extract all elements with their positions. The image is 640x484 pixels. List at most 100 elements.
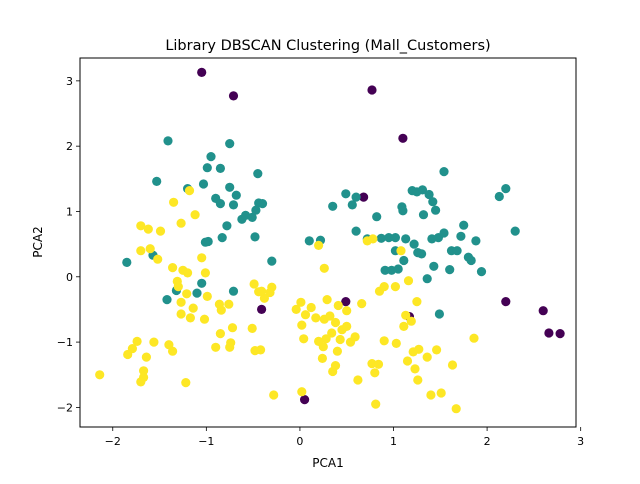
- data-point-cluster-2-55: [291, 304, 301, 314]
- data-point-cluster-2-45: [141, 352, 151, 362]
- data-point-cluster-2-53: [149, 337, 159, 347]
- data-point-cluster-1-42: [376, 233, 386, 243]
- data-point-cluster-2-44: [132, 336, 142, 346]
- data-point-cluster-0-5: [257, 304, 267, 314]
- data-point-cluster-0-3: [398, 133, 408, 143]
- data-point-cluster-2-49: [95, 370, 105, 380]
- data-point-cluster-1-12: [215, 199, 225, 209]
- data-point-cluster-2-86: [373, 359, 384, 369]
- data-point-cluster-1-59: [417, 249, 427, 259]
- data-point-cluster-1-70: [452, 246, 462, 256]
- data-point-cluster-2-99: [406, 316, 416, 326]
- x-tick-label: −1: [198, 435, 214, 448]
- data-point-cluster-1-76: [459, 220, 469, 230]
- data-point-cluster-2-1: [143, 224, 153, 234]
- data-point-cluster-1-2: [152, 176, 162, 186]
- y-tick-label: 2: [66, 140, 73, 153]
- x-tick-label: 0: [296, 435, 303, 448]
- data-point-cluster-1-81: [422, 274, 432, 284]
- data-point-cluster-1-18: [247, 212, 257, 222]
- data-point-cluster-1-39: [351, 226, 361, 236]
- data-point-cluster-2-12: [183, 268, 193, 278]
- data-point-cluster-2-85: [379, 336, 389, 346]
- y-tick-label: 3: [66, 75, 73, 88]
- data-point-cluster-1-33: [304, 236, 314, 246]
- data-point-cluster-1-32: [228, 286, 239, 296]
- data-point-cluster-2-16: [173, 282, 183, 292]
- x-tick-label: −2: [105, 435, 121, 448]
- data-point-cluster-2-62: [325, 311, 335, 321]
- data-point-cluster-1-72: [466, 255, 476, 266]
- x-tick-label: 2: [484, 435, 491, 448]
- data-point-cluster-2-17: [182, 289, 192, 299]
- data-point-cluster-1-37: [347, 200, 357, 210]
- data-point-cluster-1-66: [439, 228, 449, 238]
- data-point-cluster-2-36: [265, 287, 275, 298]
- data-point-cluster-2-74: [332, 346, 342, 356]
- data-point-cluster-2-102: [410, 364, 420, 374]
- data-point-cluster-1-68: [429, 261, 439, 271]
- data-point-cluster-2-37: [259, 293, 269, 303]
- data-point-cluster-2-27: [227, 323, 238, 333]
- data-point-cluster-2-95: [402, 356, 413, 366]
- data-point-cluster-2-101: [414, 344, 424, 354]
- data-point-cluster-2-112: [357, 299, 367, 309]
- data-point-cluster-2-91: [390, 282, 400, 292]
- data-point-cluster-0-12: [300, 395, 310, 405]
- data-point-cluster-2-105: [426, 390, 436, 400]
- data-point-cluster-2-108: [451, 404, 461, 414]
- data-point-cluster-2-52: [181, 378, 191, 388]
- data-point-cluster-2-106: [436, 388, 446, 398]
- data-point-cluster-1-28: [162, 295, 172, 305]
- data-point-cluster-2-56: [300, 310, 311, 320]
- data-point-cluster-2-72: [321, 334, 331, 344]
- data-point-cluster-2-111: [314, 336, 324, 346]
- data-point-cluster-2-68: [322, 295, 332, 305]
- data-point-cluster-1-1: [225, 139, 235, 149]
- y-tick-label: −1: [57, 336, 73, 349]
- data-point-cluster-2-23: [202, 291, 212, 301]
- data-point-cluster-2-92: [399, 321, 409, 331]
- data-point-cluster-1-35: [328, 201, 338, 211]
- data-point-cluster-0-11: [555, 329, 565, 339]
- data-point-cluster-1-5: [202, 163, 212, 173]
- data-point-cluster-2-97: [403, 276, 414, 286]
- data-point-cluster-2-13: [197, 253, 207, 263]
- data-point-cluster-2-34: [256, 345, 266, 355]
- data-point-cluster-1-6: [215, 163, 225, 173]
- data-point-cluster-1-62: [393, 264, 403, 274]
- data-point-cluster-0-0: [197, 67, 207, 77]
- data-point-cluster-2-28: [215, 329, 225, 339]
- data-point-cluster-2-70: [342, 306, 352, 316]
- data-point-cluster-2-22: [199, 314, 210, 324]
- data-point-cluster-2-5: [153, 254, 163, 264]
- data-point-cluster-1-51: [439, 167, 449, 177]
- x-tick-label: 3: [577, 435, 584, 448]
- data-point-cluster-2-58: [311, 313, 321, 323]
- data-point-cluster-2-80: [335, 334, 345, 345]
- data-point-cluster-1-31: [197, 278, 207, 288]
- y-axis-label: PCA2: [31, 226, 45, 257]
- data-point-cluster-1-43: [384, 233, 394, 243]
- data-point-cluster-1-41: [372, 212, 382, 222]
- data-point-cluster-2-26: [216, 305, 226, 315]
- data-point-cluster-2-76: [317, 353, 327, 363]
- data-point-cluster-2-109: [469, 333, 479, 343]
- data-point-cluster-2-94: [391, 338, 401, 348]
- data-point-cluster-2-8: [184, 186, 195, 196]
- data-point-cluster-1-4: [206, 152, 216, 162]
- data-point-cluster-2-110: [413, 375, 423, 385]
- data-point-cluster-1-30: [192, 288, 202, 298]
- data-point-cluster-1-80: [434, 309, 444, 319]
- data-point-cluster-2-46: [139, 366, 149, 376]
- data-point-cluster-2-81: [353, 375, 363, 385]
- data-point-cluster-1-55: [390, 233, 400, 243]
- data-point-cluster-2-93: [401, 310, 411, 320]
- data-point-cluster-1-74: [476, 267, 487, 277]
- data-point-cluster-2-63: [330, 317, 341, 328]
- y-tick-label: −2: [57, 401, 73, 414]
- data-point-cluster-0-9: [538, 306, 548, 316]
- data-point-cluster-1-38: [351, 192, 361, 202]
- data-point-cluster-1-13: [228, 200, 239, 210]
